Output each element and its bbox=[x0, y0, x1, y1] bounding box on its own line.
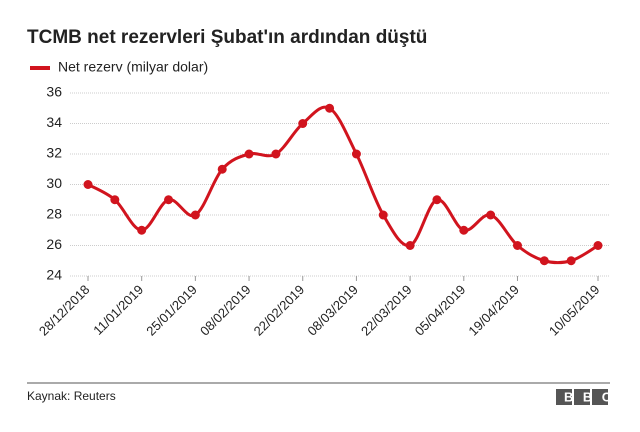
x-tick-label: 19/04/2019 bbox=[465, 282, 522, 339]
point bbox=[217, 164, 227, 174]
x-tick-label: 05/04/2019 bbox=[412, 282, 469, 339]
y-tick-label: 34 bbox=[46, 114, 62, 130]
point bbox=[83, 180, 93, 189]
point bbox=[512, 241, 522, 250]
y-tick-label: 28 bbox=[46, 206, 62, 222]
point bbox=[566, 256, 576, 266]
point bbox=[190, 210, 200, 220]
y-tick-label: 24 bbox=[46, 267, 62, 283]
point bbox=[378, 210, 388, 220]
y-tick-label: 36 bbox=[46, 84, 62, 100]
source: Kaynak: Reuters bbox=[27, 389, 116, 403]
legend-label: Net rezerv (milyar dolar) bbox=[58, 59, 208, 75]
point bbox=[110, 195, 120, 205]
point bbox=[405, 241, 415, 250]
y-tick-label: 30 bbox=[46, 175, 62, 191]
x-tick-label: 08/02/2019 bbox=[197, 282, 254, 339]
point bbox=[459, 225, 469, 235]
y-tick-label: 32 bbox=[46, 145, 62, 161]
point bbox=[137, 225, 147, 235]
x-tick-label: 28/12/2018 bbox=[36, 282, 93, 339]
chart-title: TCMB net rezervleri Şubat'ın ardından dü… bbox=[27, 27, 427, 48]
point bbox=[244, 149, 254, 159]
x-tick-label: 25/01/2019 bbox=[143, 282, 200, 339]
y-tick-label: 26 bbox=[46, 236, 62, 252]
x-tick-label: 22/03/2019 bbox=[358, 282, 415, 339]
x-tick-label: 11/01/2019 bbox=[90, 282, 146, 338]
point bbox=[164, 195, 174, 205]
point bbox=[432, 195, 442, 205]
point bbox=[325, 103, 335, 113]
x-tick-label: 22/02/2019 bbox=[251, 282, 308, 339]
logo-blocks bbox=[556, 389, 608, 405]
point bbox=[351, 149, 361, 159]
point bbox=[298, 119, 308, 128]
x-tick-label: 10/05/2019 bbox=[546, 282, 603, 339]
point bbox=[539, 256, 549, 266]
point bbox=[486, 210, 496, 220]
point bbox=[271, 149, 281, 159]
x-tick-label: 08/03/2019 bbox=[304, 282, 361, 339]
logo: BBC bbox=[564, 389, 621, 404]
point bbox=[593, 241, 603, 250]
